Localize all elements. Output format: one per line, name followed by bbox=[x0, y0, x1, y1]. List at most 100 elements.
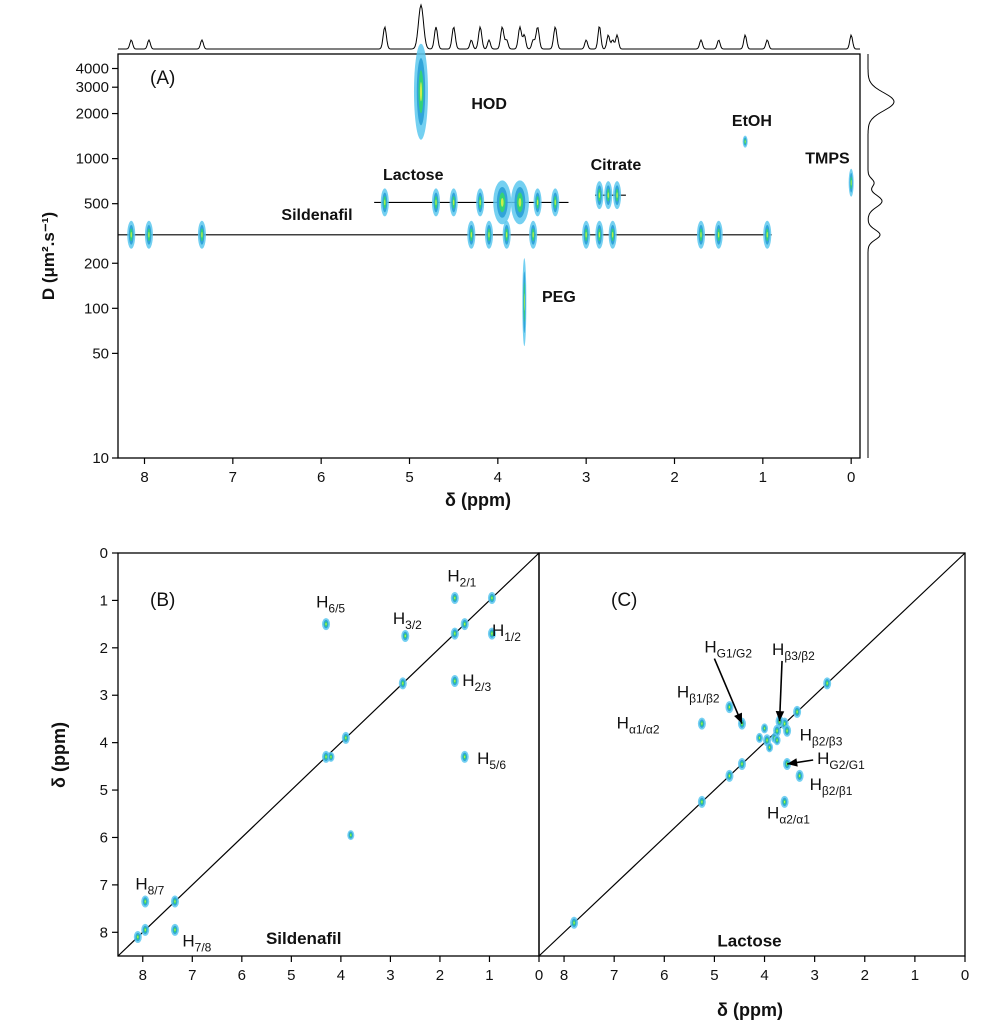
x-tick-label: 0 bbox=[961, 967, 969, 984]
y-tick-label: 50 bbox=[92, 345, 109, 362]
x-tick-label: 6 bbox=[238, 967, 246, 984]
series-label-hod: HOD bbox=[471, 96, 507, 113]
panel-b-compound-label: Sildenafil bbox=[266, 929, 342, 948]
cross-peak-α2-α1 bbox=[780, 795, 789, 808]
cross-peak-2-3 bbox=[450, 675, 459, 688]
peak-label: H6/5 bbox=[316, 593, 345, 616]
panel-c-diagonal bbox=[538, 552, 966, 957]
panel-b-x-ticks: 8 7 6 5 4 3 2 1 0 bbox=[139, 956, 543, 984]
f1-projection-spectrum bbox=[118, 3, 860, 50]
peak-sildenafil bbox=[763, 220, 772, 249]
panel-a-y-axis-label: D (μm².s⁻¹) bbox=[39, 212, 58, 300]
peak-sildenafil bbox=[697, 220, 705, 249]
y-tick-label: 2000 bbox=[76, 106, 109, 123]
y-tick-label: 8 bbox=[100, 924, 108, 941]
series-label-citrate: Citrate bbox=[591, 157, 642, 174]
diagonal-peak bbox=[450, 627, 459, 640]
peak-label: Hα1/α2 bbox=[617, 713, 660, 736]
arrow-head bbox=[775, 711, 785, 722]
x-tick-label: 4 bbox=[337, 967, 345, 984]
panel-c-x-axis-label: δ (ppm) bbox=[717, 1000, 783, 1020]
x-tick-label: 1 bbox=[759, 469, 767, 486]
x-tick-label: 2 bbox=[436, 967, 444, 984]
y-tick-label: 7 bbox=[100, 877, 108, 894]
panel-b-peaks bbox=[133, 592, 496, 944]
cross-peak bbox=[766, 742, 774, 753]
y-tick-label: 10 bbox=[92, 450, 109, 467]
cross-peak-3-2 bbox=[401, 629, 410, 642]
panel-a-x-ticks: 8 7 6 5 4 3 2 1 0 bbox=[140, 458, 855, 486]
cross-peak-7-8 bbox=[170, 923, 179, 936]
series-label-peg: PEG bbox=[542, 289, 576, 306]
peak-label: Hα2/α1 bbox=[767, 804, 810, 827]
peak-sildenafil bbox=[595, 220, 604, 249]
peak-lactose bbox=[449, 188, 458, 217]
panel-a-tag: (A) bbox=[150, 68, 175, 89]
x-tick-label: 1 bbox=[911, 967, 919, 984]
x-tick-label: 0 bbox=[535, 967, 543, 984]
peak-label: H5/6 bbox=[477, 749, 506, 772]
cross-peak bbox=[761, 723, 769, 734]
peak-label: Hβ3/β2 bbox=[772, 640, 815, 663]
x-tick-label: 8 bbox=[140, 469, 148, 486]
cross-peak-1-2 bbox=[487, 627, 496, 640]
panel-b-labels: H6/5 H3/2 H2/1 H1/2 H2/3 H5/6 H8/7 H7/8 bbox=[135, 566, 521, 954]
diffusion-projection-spectrum bbox=[867, 54, 895, 458]
diagonal-peak bbox=[697, 795, 706, 808]
panel-a-peaks bbox=[127, 43, 854, 347]
peak-sildenafil bbox=[144, 220, 153, 249]
diagonal-peak bbox=[460, 618, 469, 631]
peak-lactose bbox=[533, 188, 542, 217]
panel-c-x-ticks: 8 7 6 5 4 3 2 1 0 bbox=[560, 956, 969, 984]
arrow-head bbox=[787, 758, 798, 767]
x-tick-label: 3 bbox=[386, 967, 394, 984]
peak-hod bbox=[413, 43, 428, 140]
diagonal-peak bbox=[793, 705, 802, 718]
panel-c-frame bbox=[538, 552, 966, 957]
peak-label: Hβ2/β1 bbox=[810, 775, 853, 798]
peak-sildenafil bbox=[485, 220, 493, 249]
x-tick-label: 3 bbox=[810, 967, 818, 984]
cross-peak-8-7 bbox=[141, 895, 150, 908]
y-tick-label: 6 bbox=[100, 829, 108, 846]
panel-a: HOD Lactose Citrate EtOH TMPS Sildenafil PEG 8… bbox=[39, 3, 895, 510]
peak-sildenafil bbox=[608, 220, 617, 249]
x-tick-label: 4 bbox=[494, 469, 502, 486]
y-tick-label: 4 bbox=[100, 735, 108, 752]
diagonal-peak bbox=[141, 923, 150, 936]
x-tick-label: 7 bbox=[610, 967, 618, 984]
diagonal-peak bbox=[487, 592, 496, 605]
peak-citrate bbox=[595, 181, 604, 210]
peak-sildenafil bbox=[529, 220, 538, 249]
series-label-tmps: TMPS bbox=[805, 150, 850, 167]
cross-peak-6-5 bbox=[322, 618, 331, 631]
peak-tmps bbox=[848, 168, 854, 197]
cross-peak bbox=[327, 751, 335, 762]
series-label-etoh: EtOH bbox=[732, 113, 772, 130]
panel-a-labels: HOD Lactose Citrate EtOH TMPS Sildenafil PEG bbox=[281, 96, 850, 306]
x-tick-label: 3 bbox=[582, 469, 590, 486]
cross-peak-α1-α2 bbox=[697, 717, 706, 730]
peak-label: H3/2 bbox=[393, 609, 422, 632]
cross-peak-5-6 bbox=[460, 750, 469, 763]
x-tick-label: 7 bbox=[229, 469, 237, 486]
x-tick-label: 2 bbox=[861, 967, 869, 984]
diagonal-peak bbox=[570, 916, 579, 929]
peak-lactose bbox=[432, 188, 440, 217]
series-label-sildenafil: Sildenafil bbox=[281, 207, 352, 224]
peak-peg bbox=[522, 258, 527, 347]
peak-label: H2/3 bbox=[462, 671, 491, 694]
cross-peak bbox=[347, 830, 355, 841]
peak-label: H1/2 bbox=[492, 621, 521, 644]
peak-sildenafil bbox=[714, 220, 723, 249]
cross-peak-β2-β1 bbox=[795, 769, 804, 782]
peak-label: Hβ2/β3 bbox=[800, 725, 843, 748]
annotation-arrow bbox=[713, 658, 743, 724]
peak-sildenafil bbox=[582, 220, 591, 249]
diagonal-peak bbox=[398, 677, 407, 690]
cross-peak-β1-β2 bbox=[725, 701, 734, 714]
peak-etoh bbox=[742, 135, 748, 148]
